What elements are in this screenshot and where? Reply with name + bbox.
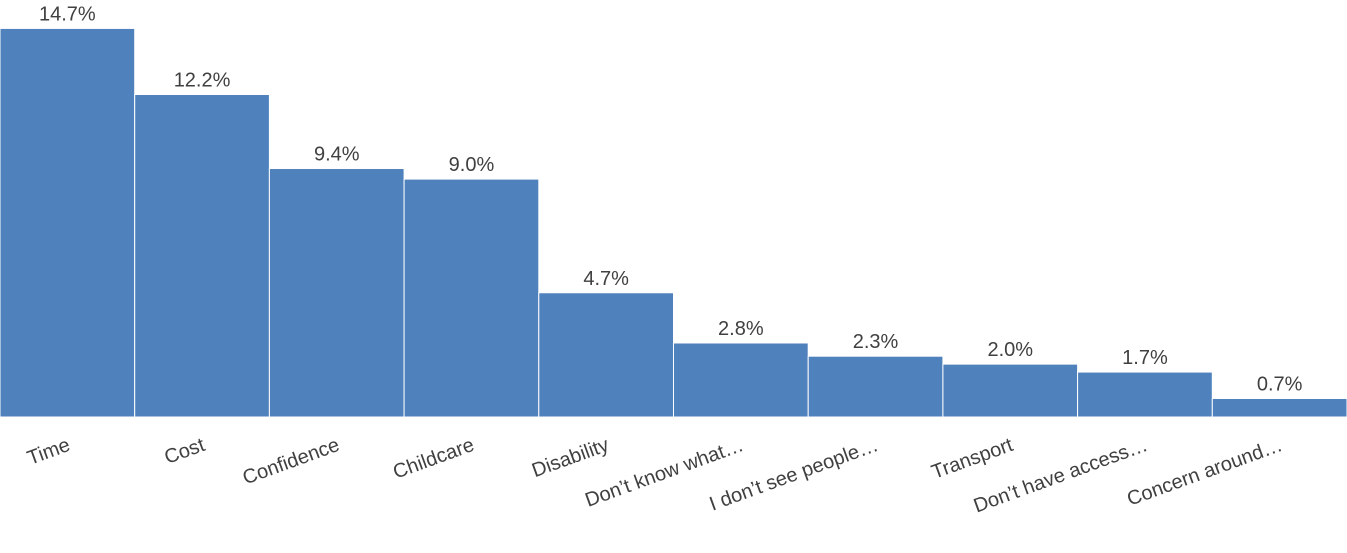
- data-label-4: 4.7%: [583, 268, 629, 290]
- data-label-8: 1.7%: [1122, 347, 1168, 369]
- bar-3: [403, 178, 540, 418]
- bar-6: [807, 355, 944, 418]
- data-label-2: 9.4%: [314, 144, 360, 166]
- data-label-3: 9.0%: [449, 154, 495, 176]
- category-label-1: Cost: [162, 434, 209, 469]
- category-labels-group: Time Cost Confidence Childcare DisabilityDon…: [24, 434, 1285, 518]
- value-labels-group: 14.7% 12.2% 9.4% 9.0% 4.7% 2.8% 2.3% 2.0% 1.7% 0.…: [39, 3, 1303, 395]
- bar-4: [538, 292, 674, 418]
- category-label-3: Childcare: [390, 434, 477, 484]
- bar-2: [268, 168, 405, 418]
- data-label-6: 2.3%: [853, 331, 899, 353]
- bar-5: [673, 342, 809, 418]
- bar-9: [1211, 397, 1347, 418]
- data-label-9: 0.7%: [1257, 373, 1303, 395]
- bars-group: [0, 27, 1347, 418]
- category-label-0: Time: [24, 434, 73, 470]
- category-label-9: Concern around…: [1124, 434, 1285, 511]
- data-label-7: 2.0%: [987, 339, 1033, 361]
- bar-0: [0, 27, 136, 418]
- bar-8: [1077, 371, 1213, 418]
- category-label-4: Disability: [529, 434, 612, 482]
- category-label-7: Transport: [929, 434, 1017, 484]
- data-label-5: 2.8%: [718, 318, 764, 340]
- data-label-0: 14.7%: [39, 3, 96, 25]
- data-label-1: 12.2%: [174, 70, 231, 92]
- category-label-2: Confidence: [240, 434, 343, 489]
- bar-7: [942, 363, 1079, 418]
- bar-1: [134, 94, 270, 418]
